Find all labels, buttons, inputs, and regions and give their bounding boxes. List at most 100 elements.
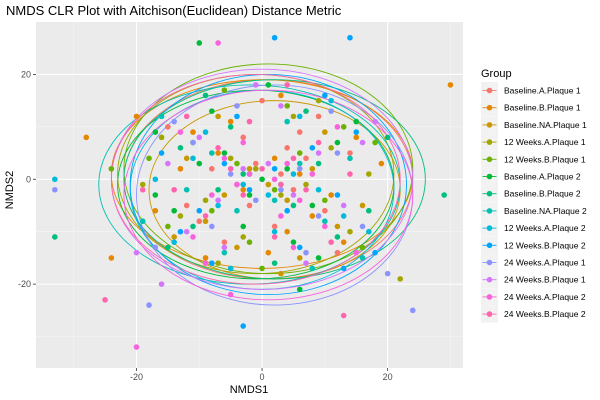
data-point bbox=[246, 239, 253, 245]
data-point bbox=[227, 155, 234, 162]
data-point bbox=[215, 150, 221, 156]
data-point bbox=[303, 260, 309, 266]
data-point bbox=[209, 192, 215, 198]
data-point bbox=[334, 139, 341, 146]
data-point bbox=[202, 92, 209, 99]
data-point bbox=[202, 213, 209, 219]
data-point bbox=[240, 234, 247, 240]
data-point bbox=[315, 186, 322, 193]
data-point bbox=[296, 286, 303, 293]
legend-item: 12 Weeks.A.Plaque 2 bbox=[481, 219, 586, 237]
data-point bbox=[183, 113, 190, 120]
legend-key-point bbox=[486, 294, 493, 300]
data-point bbox=[328, 97, 334, 104]
data-point bbox=[190, 223, 196, 230]
data-point bbox=[240, 134, 247, 141]
data-points bbox=[52, 34, 454, 350]
data-point bbox=[284, 118, 290, 125]
data-point bbox=[252, 197, 259, 204]
data-point bbox=[202, 129, 209, 135]
data-point bbox=[309, 165, 316, 172]
legend-label: 24 Weeks.B.Plaque 1 bbox=[504, 275, 586, 285]
data-point bbox=[183, 186, 190, 193]
data-point bbox=[209, 223, 215, 230]
data-point bbox=[347, 150, 353, 156]
legend-item: 12 Weeks.B.Plaque 1 bbox=[481, 150, 586, 168]
legend-key-point bbox=[486, 173, 493, 180]
data-point bbox=[171, 118, 177, 125]
legend-label: Baseline.A.Plaque 2 bbox=[504, 172, 581, 182]
data-point bbox=[171, 207, 177, 214]
data-point bbox=[409, 307, 416, 314]
data-point bbox=[177, 145, 184, 151]
data-point bbox=[271, 34, 278, 41]
data-point bbox=[240, 186, 247, 193]
data-point bbox=[190, 234, 196, 240]
data-point bbox=[271, 197, 278, 204]
data-point bbox=[334, 124, 341, 130]
data-point bbox=[290, 192, 297, 198]
legend-key-point bbox=[486, 225, 493, 231]
data-point bbox=[359, 139, 366, 146]
data-point bbox=[347, 171, 353, 177]
legend-item: 12 Weeks.B.Plaque 2 bbox=[481, 236, 586, 254]
data-point bbox=[146, 155, 152, 162]
data-point bbox=[133, 249, 140, 256]
data-point bbox=[158, 150, 165, 156]
data-point bbox=[177, 228, 184, 235]
data-point bbox=[384, 134, 391, 141]
data-point bbox=[190, 129, 196, 135]
data-point bbox=[284, 145, 290, 151]
data-point bbox=[246, 202, 253, 209]
data-point bbox=[296, 244, 303, 251]
data-point bbox=[284, 207, 290, 214]
data-point bbox=[441, 192, 447, 198]
data-point bbox=[296, 129, 303, 135]
data-point bbox=[372, 118, 378, 125]
data-point bbox=[215, 197, 221, 204]
data-point bbox=[284, 103, 290, 109]
data-point bbox=[322, 207, 328, 214]
axes: -20 0 20 -20 0 20 bbox=[18, 69, 393, 382]
legend-key-point bbox=[486, 208, 493, 214]
data-point bbox=[322, 92, 328, 99]
data-point bbox=[322, 218, 328, 225]
y-tick-label: -20 bbox=[18, 279, 31, 289]
data-point bbox=[152, 207, 159, 214]
data-point bbox=[284, 165, 290, 172]
data-point bbox=[240, 223, 247, 230]
legend-key-point bbox=[486, 259, 493, 266]
data-point bbox=[183, 202, 190, 209]
data-point bbox=[240, 192, 247, 198]
data-point bbox=[221, 192, 228, 198]
data-point bbox=[227, 118, 234, 125]
data-point bbox=[334, 249, 341, 256]
data-point bbox=[271, 260, 278, 266]
legend-label: Baseline.NA.Plaque 1 bbox=[504, 120, 587, 130]
data-point bbox=[347, 34, 353, 41]
data-point bbox=[265, 192, 272, 198]
data-point bbox=[284, 160, 290, 167]
data-point bbox=[252, 160, 259, 167]
data-point bbox=[328, 108, 334, 114]
data-point bbox=[215, 113, 221, 120]
legend-key-point bbox=[486, 156, 493, 163]
data-point bbox=[171, 234, 177, 240]
data-point bbox=[353, 118, 360, 125]
data-point bbox=[334, 223, 341, 230]
legend-label: 24 Weeks.B.Plaque 2 bbox=[504, 309, 586, 319]
data-point bbox=[296, 197, 303, 204]
data-point bbox=[234, 113, 240, 120]
data-point bbox=[246, 171, 253, 177]
data-point bbox=[202, 255, 209, 261]
legend-key-point bbox=[486, 122, 493, 128]
data-point bbox=[234, 103, 240, 109]
data-point bbox=[334, 192, 341, 198]
legend-key-point bbox=[486, 139, 493, 145]
data-point bbox=[328, 192, 334, 198]
data-point bbox=[296, 171, 303, 177]
data-point bbox=[309, 145, 316, 151]
data-point bbox=[209, 260, 215, 266]
data-point bbox=[278, 181, 284, 188]
